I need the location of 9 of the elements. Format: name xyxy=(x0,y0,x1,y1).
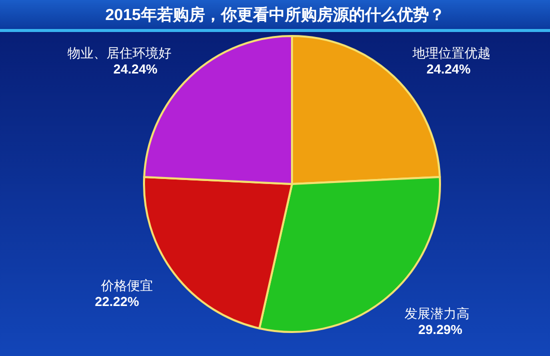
data-label: 22.22% xyxy=(94,294,140,309)
slice-label: 发展潜力高 xyxy=(404,306,470,321)
data-label: 29.29% xyxy=(418,322,463,337)
slice-label: 物业、居住环境好 xyxy=(67,46,172,61)
chart-title: 2015年若购房，你更看中所购房源的什么优势？ xyxy=(105,5,445,24)
slice-label: 地理位置优越 xyxy=(412,46,491,61)
data-label: 24.24% xyxy=(426,62,472,77)
slice-label: 价格便宜 xyxy=(100,278,154,293)
data-label: 24.24% xyxy=(113,62,158,77)
